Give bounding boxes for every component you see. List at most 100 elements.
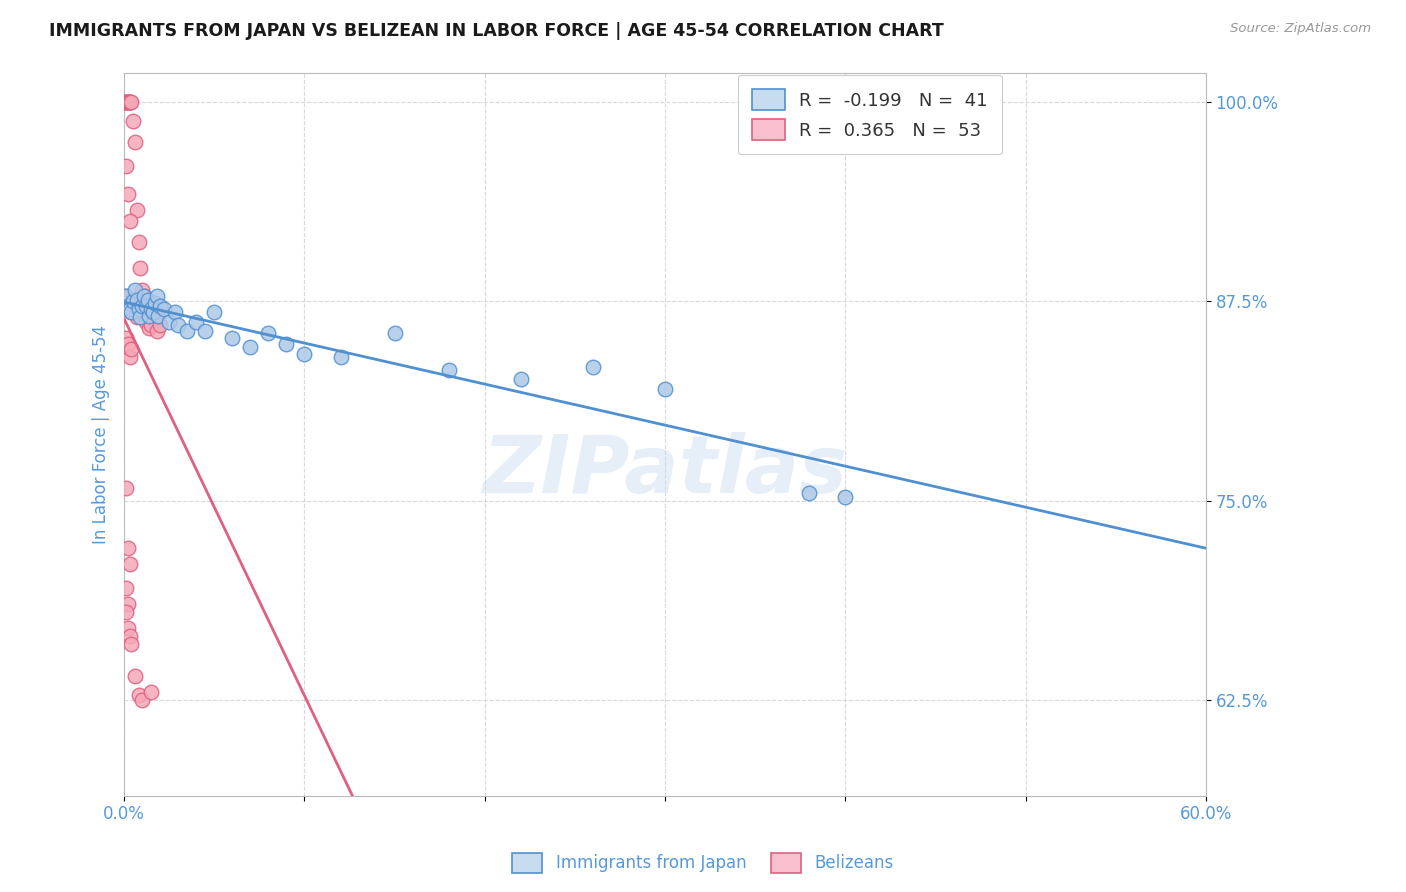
Legend: Immigrants from Japan, Belizeans: Immigrants from Japan, Belizeans xyxy=(506,847,900,880)
Point xyxy=(115,289,138,303)
Point xyxy=(120,95,142,109)
Point xyxy=(149,299,172,313)
Point xyxy=(294,347,316,361)
Point xyxy=(131,693,153,707)
Point xyxy=(115,95,138,109)
Point xyxy=(131,305,153,319)
Point xyxy=(221,331,243,345)
Text: IMMIGRANTS FROM JAPAN VS BELIZEAN IN LABOR FORCE | AGE 45-54 CORRELATION CHART: IMMIGRANTS FROM JAPAN VS BELIZEAN IN LAB… xyxy=(49,22,943,40)
Point xyxy=(118,350,141,364)
Legend: R =  -0.199   N =  41, R =  0.365   N =  53: R = -0.199 N = 41, R = 0.365 N = 53 xyxy=(738,75,1002,154)
Point xyxy=(115,481,138,495)
Point xyxy=(194,325,217,339)
Point xyxy=(149,318,172,332)
Point xyxy=(202,305,225,319)
Point xyxy=(582,359,605,374)
Point xyxy=(143,295,166,310)
Point xyxy=(118,95,141,109)
Point xyxy=(120,637,142,651)
Point xyxy=(120,305,142,319)
Y-axis label: In Labor Force | Age 45-54: In Labor Force | Age 45-54 xyxy=(93,325,110,544)
Point xyxy=(239,340,262,354)
Point xyxy=(141,302,163,317)
Point xyxy=(132,289,155,303)
Point xyxy=(115,95,138,109)
Point xyxy=(115,159,138,173)
Point xyxy=(114,95,136,109)
Point xyxy=(138,309,160,323)
Point xyxy=(138,321,160,335)
Point xyxy=(148,309,170,323)
Point xyxy=(176,325,198,339)
Point xyxy=(135,294,157,309)
Point xyxy=(117,299,139,313)
Point xyxy=(135,315,157,329)
Point xyxy=(122,294,145,309)
Point xyxy=(117,299,139,313)
Point xyxy=(125,203,148,218)
Point xyxy=(117,187,139,202)
Point xyxy=(118,558,141,572)
Point xyxy=(654,382,676,396)
Point xyxy=(153,302,176,317)
Point xyxy=(118,629,141,643)
Point xyxy=(118,302,141,317)
Point xyxy=(384,326,406,340)
Point xyxy=(115,605,138,619)
Point xyxy=(128,688,150,702)
Point xyxy=(117,597,139,611)
Point xyxy=(186,315,208,329)
Point xyxy=(125,310,148,324)
Point xyxy=(117,541,139,556)
Text: Source: ZipAtlas.com: Source: ZipAtlas.com xyxy=(1230,22,1371,36)
Point xyxy=(122,113,145,128)
Point xyxy=(132,289,155,303)
Point xyxy=(142,305,165,319)
Point xyxy=(117,621,139,635)
Point xyxy=(145,289,167,303)
Point xyxy=(509,372,531,386)
Point xyxy=(120,302,142,317)
Point xyxy=(118,95,141,109)
Point xyxy=(129,260,152,275)
Point xyxy=(122,305,145,319)
Point xyxy=(145,325,167,339)
Point xyxy=(128,302,150,317)
Point xyxy=(834,491,856,505)
Point xyxy=(122,293,145,307)
Point xyxy=(131,283,153,297)
Point xyxy=(117,95,139,109)
Point xyxy=(157,315,180,329)
Point xyxy=(136,302,159,317)
Point xyxy=(128,235,150,249)
Text: ZIPatlas: ZIPatlas xyxy=(482,432,848,509)
Point xyxy=(120,342,142,356)
Point xyxy=(163,305,186,319)
Point xyxy=(799,485,821,500)
Point xyxy=(257,326,280,340)
Point xyxy=(117,337,139,351)
Point xyxy=(118,214,141,228)
Point xyxy=(124,135,146,149)
Point xyxy=(124,283,146,297)
Point xyxy=(124,669,146,683)
Point xyxy=(124,294,146,309)
Point xyxy=(437,363,460,377)
Point xyxy=(120,305,142,319)
Point xyxy=(135,299,157,313)
Point xyxy=(167,318,190,332)
Point xyxy=(115,331,138,345)
Point xyxy=(136,293,159,307)
Point xyxy=(117,95,139,109)
Point xyxy=(329,350,352,364)
Point xyxy=(129,310,152,324)
Point xyxy=(141,685,163,699)
Point xyxy=(118,302,141,317)
Point xyxy=(115,289,138,303)
Point xyxy=(125,293,148,307)
Point xyxy=(115,582,138,596)
Point xyxy=(128,302,150,317)
Point xyxy=(276,337,298,351)
Point xyxy=(131,299,153,313)
Point xyxy=(141,318,163,332)
